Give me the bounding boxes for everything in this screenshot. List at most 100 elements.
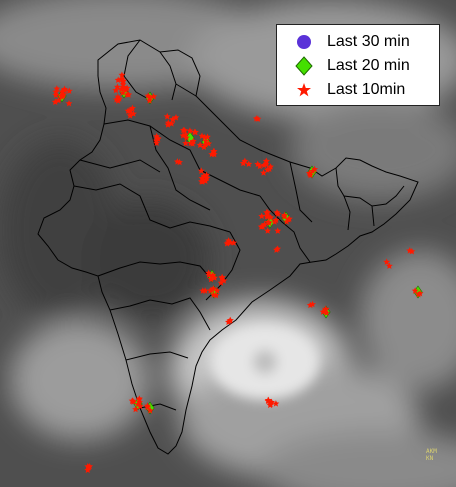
- star-icon: [385, 262, 393, 269]
- star-icon: [200, 143, 208, 151]
- star-icon: [113, 96, 120, 103]
- star-icon: [265, 219, 273, 226]
- star-icon: [411, 287, 419, 294]
- star-icon: [126, 112, 134, 119]
- star-icon: [201, 133, 209, 141]
- star-icon: [132, 405, 139, 413]
- star-icon: [61, 86, 69, 94]
- star-icon: [200, 176, 207, 183]
- legend-label-20min: Last 20 min: [327, 57, 410, 74]
- star-icon: [189, 137, 197, 145]
- legend-label-30min: Last 30 min: [327, 33, 410, 50]
- india-outline: [37, 39, 419, 455]
- star-icon: [267, 214, 275, 221]
- legend: Last 30 min Last 20 min Last 10min: [276, 24, 440, 106]
- star-icon: [273, 209, 281, 216]
- star-icon: [267, 400, 274, 408]
- star-icon: [118, 71, 126, 78]
- credit-line-2: KN: [426, 455, 434, 462]
- star-icon: [260, 161, 268, 169]
- strike-cluster: [163, 112, 180, 128]
- diamond-icon: [293, 55, 315, 77]
- star-icon: [52, 91, 60, 98]
- star-icon: [134, 400, 142, 408]
- star-icon: [383, 258, 391, 265]
- star-icon: [198, 132, 206, 139]
- star-icon: [309, 167, 317, 175]
- star-icon: [122, 86, 130, 94]
- star-icon: [124, 107, 132, 114]
- star-icon: [187, 139, 194, 147]
- star-icon: [117, 85, 125, 93]
- star-icon: [264, 166, 271, 173]
- strike-cluster: [174, 158, 183, 166]
- star-icon: [136, 402, 144, 410]
- star-icon: [218, 274, 226, 281]
- strike-cluster: [273, 245, 282, 253]
- star-icon: [119, 81, 127, 88]
- star-icon: [115, 95, 123, 102]
- legend-item-10min: Last 10min: [293, 79, 405, 101]
- star-icon: [59, 92, 67, 99]
- star-icon: [256, 162, 264, 170]
- star-icon: [85, 464, 93, 471]
- strike-cluster: [319, 305, 331, 319]
- star-icon: [263, 157, 270, 165]
- star-icon: [265, 165, 273, 172]
- strike-cluster: [51, 85, 73, 107]
- star-icon: [183, 134, 190, 141]
- star-icon: [123, 91, 131, 98]
- strike-cluster: [411, 285, 424, 299]
- legend-label-10min: Last 10min: [327, 81, 406, 98]
- star-icon: [254, 115, 262, 122]
- star-icon: [220, 277, 228, 284]
- star-icon: [176, 158, 183, 166]
- star-icon: [179, 126, 187, 134]
- star-icon: [52, 88, 60, 95]
- star-icon: [408, 247, 416, 255]
- strike-cluster: [124, 104, 137, 119]
- star-icon: [230, 239, 238, 246]
- india-boundaries: [37, 39, 419, 455]
- star-icon: [311, 165, 319, 173]
- strike-cluster: [152, 132, 162, 146]
- star-icon: [186, 127, 194, 134]
- star-icon: [150, 93, 158, 100]
- star-icon: [227, 238, 234, 246]
- strike-cluster: [239, 157, 253, 167]
- legend-item-20min: Last 20 min: [293, 55, 410, 77]
- star-icon: [263, 213, 271, 220]
- star-icon: [199, 287, 207, 294]
- star-icon: [264, 209, 272, 216]
- star-icon: [144, 92, 152, 99]
- star-icon: [55, 96, 62, 104]
- star-icon: [322, 305, 330, 312]
- star-icon: [172, 114, 180, 121]
- star-icon: [112, 86, 120, 94]
- star-icon: [261, 221, 268, 228]
- star-icon: [207, 275, 215, 283]
- star-icon: [179, 132, 187, 139]
- strike-cluster: [199, 287, 209, 294]
- star-icon: [260, 169, 267, 176]
- star-icon: [197, 167, 205, 174]
- strike-cluster: [179, 126, 199, 147]
- strike-cluster: [254, 157, 274, 176]
- star-icon: [274, 227, 282, 234]
- strike-cluster: [257, 209, 282, 234]
- star-icon: [225, 318, 232, 325]
- strike-cluster: [280, 211, 293, 225]
- star-icon: [191, 128, 199, 136]
- star-icon: [268, 398, 275, 406]
- strike-cluster: [144, 401, 155, 415]
- star-icon: [58, 88, 66, 95]
- star-icon: [135, 396, 143, 403]
- star-icon: [114, 76, 122, 83]
- star-icon: [196, 141, 204, 148]
- star-icon: [146, 97, 153, 104]
- star-icon: [306, 301, 314, 309]
- credit-line-1: AKM: [426, 448, 437, 455]
- star-icon: [65, 87, 73, 94]
- star-icon: [205, 269, 213, 276]
- star-icon: [259, 222, 267, 230]
